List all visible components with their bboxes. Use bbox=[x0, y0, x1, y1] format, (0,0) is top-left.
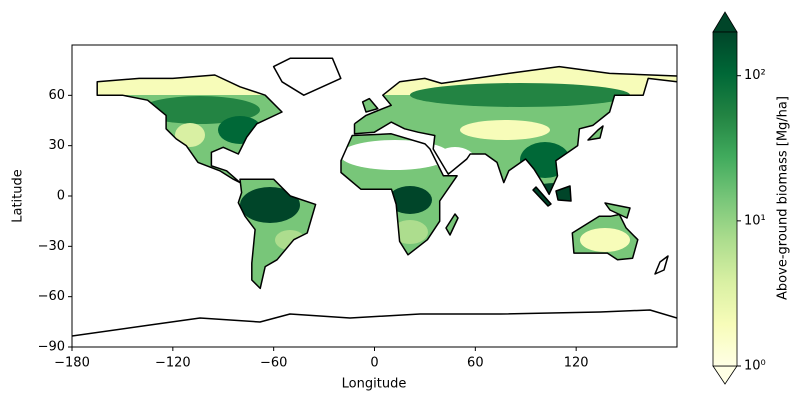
y-tick-label: 30 bbox=[48, 138, 65, 153]
colorbar-tick-label: 10¹ bbox=[744, 213, 766, 228]
colorbar bbox=[712, 31, 738, 367]
y-tick-label: 0 bbox=[57, 189, 65, 204]
coastlines bbox=[72, 57, 677, 337]
x-tick-label: 0 bbox=[370, 356, 378, 371]
x-tick-label: −120 bbox=[155, 356, 191, 371]
y-tick-label: −60 bbox=[38, 289, 65, 304]
colorbar-extend-bottom bbox=[712, 365, 738, 385]
x-tick-label: 60 bbox=[467, 356, 484, 371]
x-tick-label: 120 bbox=[564, 356, 589, 371]
y-tick-label: 60 bbox=[48, 88, 65, 103]
y-tick-label: −90 bbox=[38, 340, 65, 355]
x-axis-label: Longitude bbox=[342, 377, 407, 392]
x-tick-label: −60 bbox=[260, 356, 287, 371]
colorbar-tick-label: 10⁰ bbox=[744, 359, 766, 374]
y-tick-label: −30 bbox=[38, 239, 65, 254]
x-tick-label: −180 bbox=[54, 356, 90, 371]
vegetation bbox=[97, 66, 677, 289]
y-axis-label: Latitude bbox=[11, 169, 26, 223]
map bbox=[72, 57, 677, 337]
colorbar-tick-label: 10² bbox=[744, 68, 766, 83]
colorbar-extend-top bbox=[712, 11, 738, 33]
colorbar-label: Above-ground biomass [Mg/ha] bbox=[776, 96, 791, 300]
